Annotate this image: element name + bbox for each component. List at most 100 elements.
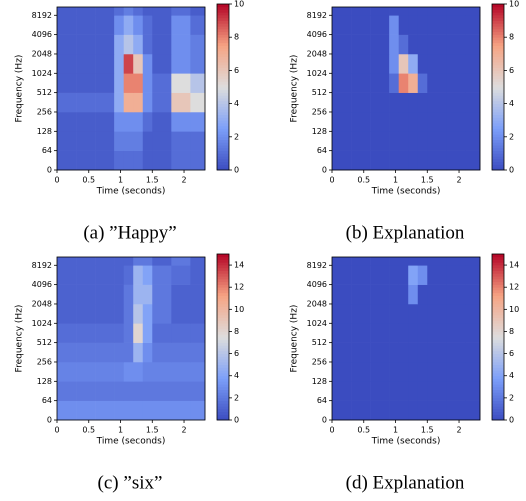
heat-cell bbox=[351, 131, 371, 151]
colorbar-tick-label: 4 bbox=[509, 371, 514, 380]
colorbar-band bbox=[492, 337, 504, 341]
heat-cell bbox=[76, 342, 96, 363]
heat-cell bbox=[123, 361, 134, 382]
heat-cell bbox=[123, 284, 134, 305]
colorbar-band bbox=[492, 128, 504, 132]
heat-cell bbox=[152, 34, 172, 55]
heat-cell bbox=[95, 303, 115, 324]
colorbar-band bbox=[217, 131, 229, 135]
colorbar-band bbox=[492, 75, 504, 80]
heat-cell bbox=[389, 361, 399, 382]
colorbar-tick-label: 6 bbox=[509, 349, 514, 358]
heat-cell bbox=[398, 92, 409, 113]
colorbar-band bbox=[492, 370, 504, 374]
heat-cell bbox=[417, 34, 428, 55]
colorbar-band bbox=[492, 254, 504, 258]
heat-cell bbox=[152, 342, 172, 363]
heat-cell bbox=[123, 15, 134, 35]
heat-cell bbox=[351, 53, 371, 74]
heat-cell bbox=[332, 15, 352, 35]
heat-cell bbox=[398, 381, 409, 401]
colorbar-band bbox=[492, 9, 504, 13]
colorbar-frame bbox=[216, 3, 230, 171]
heat-cell bbox=[171, 53, 191, 74]
heat-cell bbox=[408, 92, 419, 113]
heat-cell bbox=[408, 15, 419, 35]
colorbar-band bbox=[492, 364, 504, 368]
heat-cell bbox=[142, 257, 153, 266]
colorbar-band bbox=[217, 95, 229, 99]
heat-cell bbox=[57, 284, 77, 305]
heat-cell bbox=[446, 323, 466, 343]
heat-cell bbox=[114, 323, 124, 343]
heat-cell bbox=[133, 7, 144, 16]
heat-cell bbox=[389, 342, 399, 363]
colorbar-band bbox=[217, 408, 229, 413]
heat-cell bbox=[76, 284, 96, 305]
colorbar-band bbox=[217, 262, 229, 266]
heat-cell bbox=[76, 111, 96, 132]
heat-cell bbox=[351, 92, 371, 113]
heat-cell bbox=[190, 34, 206, 55]
colorbar-tick-label: 10 bbox=[509, 305, 519, 314]
heat-cell bbox=[389, 73, 399, 93]
heat-cell bbox=[427, 381, 447, 401]
heat-cell bbox=[389, 131, 399, 151]
colorbar-band bbox=[492, 53, 504, 57]
colorbar-tick-label: 0 bbox=[509, 166, 514, 175]
heat-cell bbox=[152, 150, 172, 171]
heat-cell bbox=[57, 342, 77, 363]
heat-cell bbox=[95, 53, 115, 74]
heat-cell bbox=[190, 150, 206, 171]
heat-cell bbox=[142, 400, 153, 421]
heat-cell bbox=[408, 53, 419, 74]
heat-cell bbox=[332, 53, 352, 74]
colorbar-band bbox=[217, 320, 229, 324]
heat-cell bbox=[76, 34, 96, 55]
heat-cell bbox=[133, 257, 144, 266]
colorbar-band bbox=[217, 342, 229, 346]
heat-cell bbox=[123, 342, 134, 363]
colorbar-band bbox=[492, 381, 504, 385]
x-tick-label: 1.5 bbox=[421, 176, 434, 185]
heat-cell bbox=[114, 34, 124, 55]
heat-cell bbox=[465, 150, 481, 171]
x-axis-label: Time (seconds) bbox=[96, 437, 166, 447]
colorbar-band bbox=[217, 111, 229, 116]
heat-cell bbox=[133, 284, 144, 305]
colorbar-band bbox=[492, 301, 504, 305]
heat-cell bbox=[389, 284, 399, 305]
colorbar-tick-label: 8 bbox=[234, 33, 239, 42]
colorbar-band bbox=[492, 153, 504, 157]
heat-cell bbox=[427, 150, 447, 171]
heat-cell bbox=[417, 361, 428, 382]
x-tick-label: 1 bbox=[118, 176, 123, 185]
y-tick-label: 128 bbox=[312, 377, 327, 386]
heat-cell bbox=[95, 7, 115, 16]
heat-cell bbox=[142, 34, 153, 55]
heat-cell bbox=[332, 111, 352, 132]
colorbar-band bbox=[217, 350, 229, 354]
caption: (a) ”Happy” bbox=[83, 222, 176, 243]
colorbar-band bbox=[217, 145, 229, 149]
colorbar-tick-label: 2 bbox=[234, 132, 239, 141]
heat-cell bbox=[465, 111, 481, 132]
y-axis-label: Frequency (Hz) bbox=[290, 55, 300, 123]
heat-cell bbox=[95, 150, 115, 171]
colorbar-band bbox=[492, 397, 504, 402]
y-tick-label: 128 bbox=[37, 127, 52, 136]
colorbar-band bbox=[217, 375, 229, 379]
heat-cell bbox=[114, 265, 124, 285]
heat-cell bbox=[142, 92, 153, 113]
heat-cell bbox=[417, 323, 428, 343]
y-tick-label: 1024 bbox=[32, 319, 52, 328]
heat-cell bbox=[370, 73, 390, 93]
heat-cell bbox=[408, 7, 419, 16]
colorbar-band bbox=[492, 78, 504, 82]
heat-cell bbox=[398, 303, 409, 324]
heat-cell bbox=[417, 15, 428, 35]
colorbar-band bbox=[492, 125, 504, 129]
colorbar-band bbox=[492, 117, 504, 121]
colorbar-band bbox=[492, 23, 504, 27]
heat-cell bbox=[114, 257, 124, 266]
